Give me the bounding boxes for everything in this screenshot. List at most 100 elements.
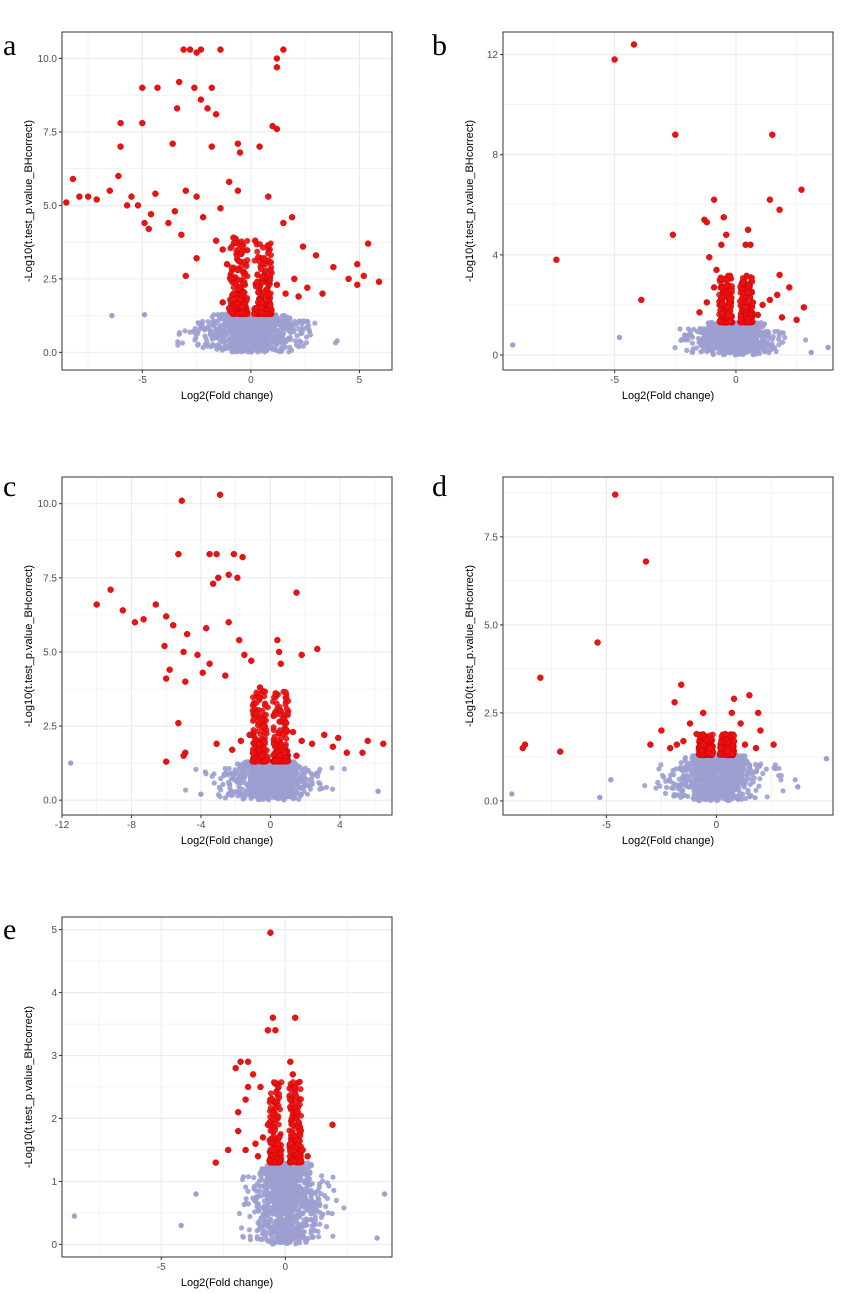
- point-significant: [308, 740, 316, 747]
- point-nonsignificant: [230, 329, 236, 336]
- point-nonsignificant: [223, 345, 229, 351]
- point-significant: [199, 213, 207, 221]
- point-significant: [744, 315, 751, 322]
- point-nonsignificant: [221, 317, 227, 323]
- point-nonsignificant: [216, 329, 222, 335]
- point-significant: [774, 291, 781, 299]
- point-nonsignificant: [300, 343, 306, 349]
- point-nonsignificant: [292, 764, 298, 771]
- point-nonsignificant: [706, 320, 712, 326]
- point-significant: [166, 666, 173, 673]
- point-significant: [720, 214, 727, 221]
- point-nonsignificant: [261, 782, 267, 788]
- point-significant: [723, 282, 730, 289]
- point-nonsignificant: [754, 324, 761, 330]
- point-significant: [380, 740, 387, 747]
- point-significant: [238, 243, 246, 250]
- y-tick-label: 0: [492, 350, 498, 361]
- point-nonsignificant: [664, 784, 670, 791]
- point-nonsignificant: [241, 323, 247, 329]
- point-nonsignificant: [661, 774, 667, 780]
- point-significant: [219, 246, 226, 253]
- point-nonsignificant: [299, 330, 305, 336]
- point-nonsignificant: [709, 759, 715, 766]
- x-tick-label: -5: [610, 375, 619, 386]
- point-significant: [724, 303, 731, 310]
- point-nonsignificant: [209, 773, 215, 779]
- point-nonsignificant: [281, 797, 287, 803]
- point-significant: [236, 149, 244, 156]
- point-significant: [264, 757, 271, 764]
- point-nonsignificant: [289, 321, 295, 327]
- y-tick-label: 0.0: [43, 796, 57, 807]
- point-nonsignificant: [698, 349, 704, 355]
- point-significant: [180, 46, 187, 53]
- point-significant: [175, 78, 183, 86]
- point-significant: [259, 707, 266, 714]
- point-significant: [234, 574, 241, 581]
- point-significant: [225, 571, 232, 578]
- point-nonsignificant: [825, 344, 831, 351]
- point-significant: [289, 728, 297, 736]
- point-nonsignificant: [688, 332, 694, 338]
- point-nonsignificant: [259, 769, 266, 776]
- point-nonsignificant: [211, 318, 217, 324]
- point-significant: [345, 275, 352, 283]
- point-significant: [723, 276, 730, 284]
- point-significant: [359, 749, 366, 756]
- point-significant: [256, 747, 263, 753]
- point-nonsignificant: [303, 340, 310, 346]
- point-significant: [335, 734, 342, 742]
- point-nonsignificant: [293, 789, 299, 796]
- point-significant: [169, 140, 176, 147]
- point-nonsignificant: [684, 347, 690, 353]
- point-nonsignificant: [294, 342, 300, 348]
- point-nonsignificant: [298, 339, 304, 345]
- point-significant: [314, 645, 321, 653]
- point-nonsignificant: [742, 336, 748, 342]
- point-nonsignificant: [257, 344, 263, 350]
- point-nonsignificant: [274, 781, 280, 787]
- point-nonsignificant: [238, 349, 244, 355]
- point-nonsignificant: [725, 762, 732, 768]
- point-nonsignificant: [244, 787, 250, 793]
- point-nonsignificant: [254, 776, 260, 782]
- point-significant: [152, 601, 160, 608]
- point-significant: [249, 749, 257, 756]
- point-nonsignificant: [724, 770, 730, 777]
- point-significant: [271, 757, 278, 764]
- point-significant: [312, 252, 320, 259]
- point-significant: [265, 243, 272, 249]
- point-nonsignificant: [679, 336, 686, 342]
- point-significant: [744, 289, 752, 296]
- y-tick-label: 4: [492, 250, 498, 261]
- point-significant: [364, 240, 372, 247]
- point-significant: [217, 46, 224, 53]
- point-significant: [239, 553, 246, 561]
- point-nonsignificant: [271, 793, 277, 799]
- point-significant: [264, 250, 271, 257]
- point-nonsignificant: [729, 771, 736, 777]
- point-significant: [250, 758, 256, 765]
- point-significant: [329, 743, 337, 750]
- point-significant: [630, 41, 638, 48]
- point-nonsignificant: [195, 342, 201, 348]
- point-nonsignificant: [724, 796, 730, 803]
- point-nonsignificant: [274, 327, 280, 333]
- point-significant: [219, 299, 226, 306]
- point-significant: [354, 261, 361, 268]
- point-significant: [241, 273, 248, 280]
- point-significant: [611, 56, 618, 63]
- point-nonsignificant: [682, 332, 688, 338]
- point-significant: [225, 619, 232, 626]
- point-significant: [107, 586, 114, 593]
- point-significant: [293, 589, 300, 596]
- point-significant: [364, 737, 371, 745]
- point-significant: [191, 84, 198, 92]
- point-nonsignificant: [717, 787, 723, 794]
- point-significant: [131, 619, 139, 626]
- panel-label: d: [432, 470, 447, 503]
- y-axis-label: -Log10(t.test_p.value_BHcorrect): [23, 565, 35, 727]
- point-significant: [93, 601, 100, 608]
- point-nonsignificant: [239, 344, 245, 350]
